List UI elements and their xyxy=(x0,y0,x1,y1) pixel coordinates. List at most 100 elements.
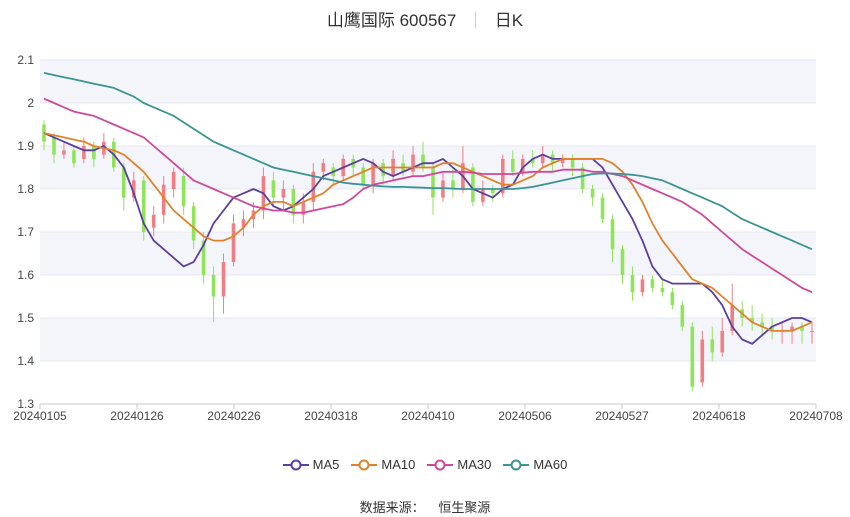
candle-up[interactable] xyxy=(311,171,316,202)
candle-up[interactable] xyxy=(411,154,415,172)
kline-chart: 1.3 1.4 1.5 1.6 1.7 1.8 1.9 2 2.1 20240105 2024012… xyxy=(13,53,843,423)
candle-down[interactable] xyxy=(52,137,56,155)
data-source: 数据来源： 恒生聚源 xyxy=(0,497,850,516)
y-tick-label: 1.3 xyxy=(17,397,34,411)
candle-down[interactable] xyxy=(650,279,655,288)
y-tick-label: 2.1 xyxy=(17,53,34,67)
candle-up[interactable] xyxy=(790,326,794,331)
candle-down[interactable] xyxy=(760,322,764,327)
legend-label: MA10 xyxy=(381,457,416,472)
candle-up[interactable] xyxy=(810,330,814,332)
ma-line-ma30[interactable] xyxy=(43,97,813,294)
candle-down[interactable] xyxy=(271,180,276,198)
candle-down[interactable] xyxy=(471,167,475,202)
candle-down[interactable] xyxy=(421,154,425,168)
candle-down[interactable] xyxy=(510,158,515,172)
candle-down[interactable] xyxy=(690,326,695,387)
candle-down[interactable] xyxy=(181,176,186,207)
candle-up[interactable] xyxy=(231,223,236,263)
candle-up[interactable] xyxy=(151,214,156,228)
x-tick-label: 20240410 xyxy=(401,409,455,423)
legend-item-ma30[interactable]: MA30 xyxy=(427,457,491,472)
candle-down[interactable] xyxy=(72,150,76,164)
candle-down[interactable] xyxy=(710,339,715,353)
candle-down[interactable] xyxy=(431,167,435,198)
candle-up[interactable] xyxy=(161,184,166,215)
candle-up[interactable] xyxy=(640,279,645,293)
candle-down[interactable] xyxy=(191,206,196,241)
period-label[interactable]: 日K xyxy=(494,11,524,30)
candle-up[interactable] xyxy=(730,305,735,331)
legend-marker-icon xyxy=(351,459,378,470)
ma-line-ma60[interactable] xyxy=(43,72,813,251)
candle-down[interactable] xyxy=(211,275,216,297)
candle-up[interactable] xyxy=(281,189,286,198)
candle-up[interactable] xyxy=(62,150,66,155)
candle-down[interactable] xyxy=(610,219,615,250)
candle-down[interactable] xyxy=(680,305,685,327)
y-tick-label: 1.9 xyxy=(17,139,34,153)
x-tick-label: 20240506 xyxy=(498,409,552,423)
source-label: 数据来源： xyxy=(359,500,425,515)
candle-down[interactable] xyxy=(590,189,595,198)
candle-down[interactable] xyxy=(361,167,365,185)
candle-down[interactable] xyxy=(600,197,605,220)
candle-up[interactable] xyxy=(82,146,86,159)
grid-band xyxy=(40,318,816,361)
y-tick-label: 1.4 xyxy=(17,354,34,368)
candle-down[interactable] xyxy=(451,180,455,189)
chart-header: 山鹰国际 600567 日K xyxy=(0,6,850,31)
candle-down[interactable] xyxy=(381,163,385,177)
legend-item-ma5[interactable]: MA5 xyxy=(282,457,340,472)
candle-up[interactable] xyxy=(720,330,725,353)
chart-legend: MA5 MA10 MA30 MA60 xyxy=(0,457,850,474)
x-tick-label: 20240618 xyxy=(692,409,746,423)
candle-down[interactable] xyxy=(770,326,774,331)
candle-up[interactable] xyxy=(241,219,246,228)
candle-down[interactable] xyxy=(580,167,585,190)
candle-down[interactable] xyxy=(570,158,575,168)
candle-up[interactable] xyxy=(520,158,525,172)
legend-item-ma60[interactable]: MA60 xyxy=(503,457,567,472)
candle-down[interactable] xyxy=(201,240,206,275)
candle-up[interactable] xyxy=(221,262,226,297)
candle-down[interactable] xyxy=(620,249,625,275)
source-name: 恒生聚源 xyxy=(438,500,491,515)
candle-down[interactable] xyxy=(141,180,146,232)
legend-marker-icon xyxy=(282,459,309,470)
x-tick-label: 20240126 xyxy=(110,409,164,423)
candle-down[interactable] xyxy=(291,189,296,215)
candle-up[interactable] xyxy=(171,171,176,189)
candle-up[interactable] xyxy=(540,154,545,164)
candle-down[interactable] xyxy=(800,326,804,331)
candle-down[interactable] xyxy=(670,292,675,306)
candle-up[interactable] xyxy=(301,201,306,215)
x-tick-label: 20240527 xyxy=(595,409,649,423)
candle-up[interactable] xyxy=(371,163,375,185)
candle-up[interactable] xyxy=(700,339,705,383)
y-tick-label: 1.5 xyxy=(17,311,34,325)
legend-marker-icon xyxy=(503,459,530,470)
candle-up[interactable] xyxy=(131,180,136,198)
ma-line-ma10[interactable] xyxy=(43,132,813,332)
title-separator xyxy=(475,12,477,28)
candle-down[interactable] xyxy=(491,189,495,194)
candle-up[interactable] xyxy=(501,158,505,194)
candle-up[interactable] xyxy=(481,189,485,202)
candle-down[interactable] xyxy=(630,275,635,293)
candle-down[interactable] xyxy=(121,167,126,198)
candle-down[interactable] xyxy=(660,287,665,293)
candle-up[interactable] xyxy=(321,163,326,172)
candle-up[interactable] xyxy=(560,158,565,164)
candle-down[interactable] xyxy=(530,158,535,164)
legend-label: MA30 xyxy=(457,457,492,472)
ma-line-ma5[interactable] xyxy=(43,132,813,345)
y-tick-label: 1.6 xyxy=(17,268,34,282)
legend-label: MA5 xyxy=(312,457,340,472)
y-tick-label: 1.8 xyxy=(17,182,34,196)
legend-item-ma10[interactable]: MA10 xyxy=(351,457,415,472)
candle-down[interactable] xyxy=(750,318,754,323)
x-tick-label: 20240105 xyxy=(13,409,67,423)
grid-band xyxy=(40,232,816,275)
candle-down[interactable] xyxy=(92,146,96,159)
